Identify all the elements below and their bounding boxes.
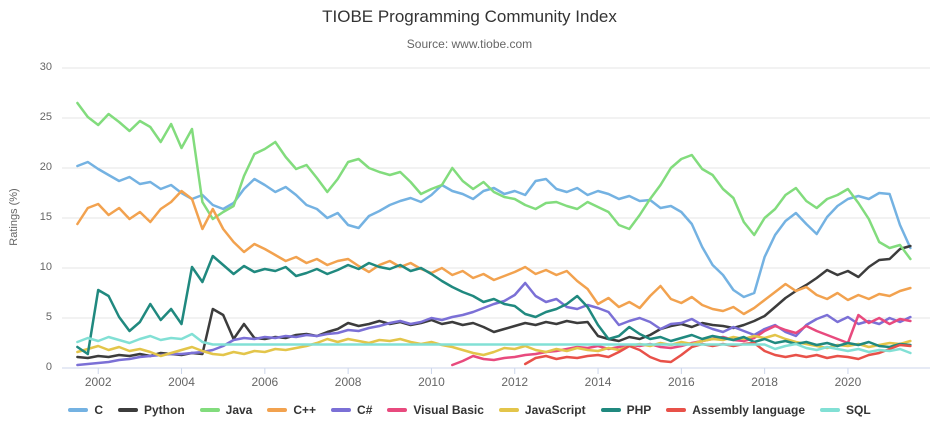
legend-swatch-icon [199,408,220,412]
y-tick-label: 25 [39,111,52,123]
x-tick-label: 2008 [334,375,362,389]
legend-label: Java [225,403,253,417]
x-tick-label: 2002 [84,375,112,389]
legend-item-c[interactable]: C [68,403,103,417]
legend-label: PHP [626,403,652,417]
x-tick-label: 2014 [584,375,612,389]
legend-label: Python [143,403,185,417]
series-line-c [76,160,912,299]
chart-subtitle: Source: www.tiobe.com [406,37,533,51]
legend-item-python[interactable]: Python [117,403,185,417]
y-tick-label: 10 [39,261,52,273]
legend-item-sql[interactable]: SQL [820,403,871,417]
legend-item-php[interactable]: PHP [600,403,652,417]
y-tick-label: 15 [39,211,52,223]
legend-label: SQL [846,403,871,417]
legend-label: Assembly language [692,403,805,417]
y-tick-label: 5 [45,311,52,323]
legend-item-c[interactable]: C# [331,403,372,417]
legend-swatch-icon [331,408,352,412]
series-line-java [76,101,912,261]
legend-label: Visual Basic [413,403,484,417]
legend-item-assembly-language[interactable]: Assembly language [666,403,805,417]
legend-item-javascript[interactable]: JavaScript [498,403,586,417]
legend-swatch-icon [820,408,840,412]
series-line-javascript [76,333,912,358]
legend-label: C++ [293,403,317,417]
x-tick-label: 2016 [667,375,695,389]
x-tick-label: 2020 [834,375,862,389]
legend-swatch-icon [498,408,519,412]
x-tick-label: 2010 [418,375,445,389]
x-tick-label: 2012 [501,375,529,389]
legend-swatch-icon [267,408,288,412]
legend-swatch-icon [68,408,89,412]
legend-label: C [94,403,103,417]
x-tick-label: 2006 [251,375,279,389]
legend-swatch-icon [117,408,138,412]
y-tick-label: 20 [39,161,52,173]
chart-title: TIOBE Programming Community Index [322,7,617,26]
y-tick-label: 30 [39,61,52,73]
series-line-visual-basic [451,313,912,367]
legend-item-c[interactable]: C++ [267,403,316,417]
legend-label: C# [357,403,373,417]
legend-label: JavaScript [524,403,586,417]
legend-swatch-icon [387,408,408,412]
legend-item-java[interactable]: Java [199,403,253,417]
series-line-sql [76,332,912,355]
legend-swatch-icon [600,408,621,412]
legend: C Python Java C++ C# Visual Basic JavaScript PH… [0,403,939,417]
y-tick-label: 0 [45,361,52,373]
legend-swatch-icon [666,408,687,412]
x-tick-label: 2018 [751,375,778,389]
series-line-c [76,189,912,316]
series-line-php [76,254,912,356]
x-tick-label: 2004 [168,375,195,389]
legend-item-visual-basic[interactable]: Visual Basic [387,403,484,417]
series-line-python [76,244,912,360]
